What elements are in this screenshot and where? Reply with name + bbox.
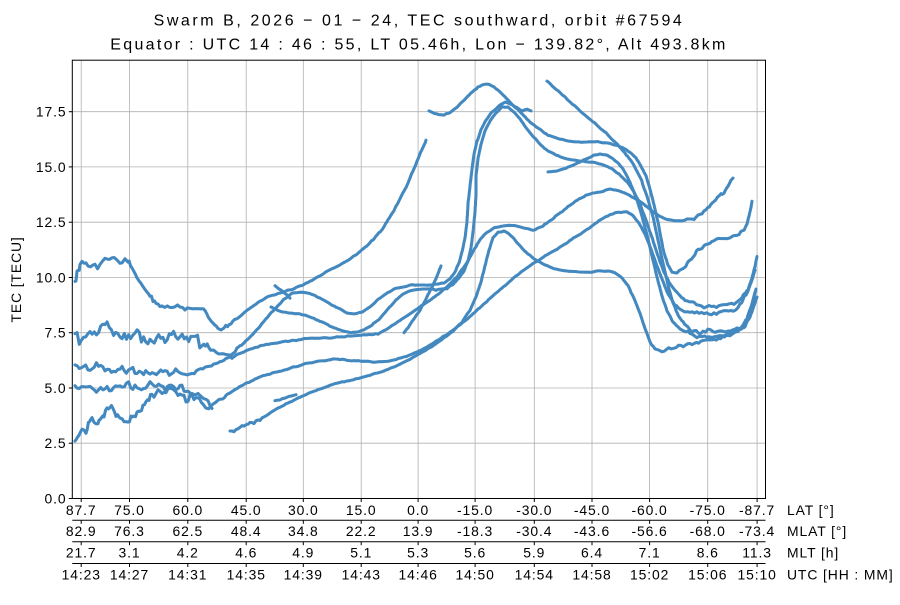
svg-text:13.9: 13.9	[403, 523, 434, 539]
svg-text:5.6: 5.6	[464, 545, 486, 561]
svg-text:15:10: 15:10	[737, 566, 776, 582]
svg-text:-45.0: -45.0	[574, 502, 610, 518]
svg-text:15.0: 15.0	[346, 502, 377, 518]
svg-text:-87.7: -87.7	[739, 502, 775, 518]
svg-text:-30.4: -30.4	[516, 523, 552, 539]
svg-text:15.0: 15.0	[36, 159, 67, 175]
svg-text:-60.0: -60.0	[632, 502, 668, 518]
svg-text:17.5: 17.5	[36, 104, 67, 120]
svg-text:75.0: 75.0	[114, 502, 145, 518]
svg-text:62.5: 62.5	[172, 523, 203, 539]
svg-text:14:43: 14:43	[342, 566, 381, 582]
svg-text:-73.4: -73.4	[739, 523, 775, 539]
svg-text:-18.3: -18.3	[457, 523, 493, 539]
svg-text:Swarm B, 2026 − 01 − 24, TEC: Swarm B, 2026 − 01 − 24, TEC southward, …	[154, 13, 685, 30]
svg-text:-68.0: -68.0	[690, 523, 726, 539]
svg-text:10.0: 10.0	[36, 269, 67, 285]
svg-text:UTC [HH : MM]: UTC [HH : MM]	[787, 566, 894, 582]
svg-text:5.9: 5.9	[523, 545, 545, 561]
svg-text:LAT [°]: LAT [°]	[787, 502, 835, 518]
svg-text:0.0: 0.0	[407, 502, 429, 518]
svg-text:4.9: 4.9	[292, 545, 314, 561]
svg-text:8.6: 8.6	[697, 545, 719, 561]
svg-text:15:06: 15:06	[688, 566, 727, 582]
svg-text:Equator : UTC 14 : 46 : 55,: Equator : UTC 14 : 46 : 55, LT 05.46h, L…	[110, 37, 727, 54]
svg-text:7.1: 7.1	[639, 545, 661, 561]
svg-text:82.9: 82.9	[66, 523, 97, 539]
svg-text:0.0: 0.0	[44, 490, 66, 506]
svg-text:11.3: 11.3	[742, 545, 772, 561]
svg-text:12.5: 12.5	[36, 214, 67, 230]
svg-text:22.2: 22.2	[346, 523, 377, 539]
svg-text:14:35: 14:35	[227, 566, 266, 582]
svg-text:-75.0: -75.0	[690, 502, 726, 518]
svg-text:14:23: 14:23	[62, 566, 101, 582]
svg-text:-56.6: -56.6	[632, 523, 668, 539]
svg-text:87.7: 87.7	[66, 502, 97, 518]
svg-text:6.4: 6.4	[581, 545, 603, 561]
svg-text:60.0: 60.0	[172, 502, 203, 518]
svg-text:14:58: 14:58	[572, 566, 611, 582]
svg-text:7.5: 7.5	[44, 325, 66, 341]
svg-text:2.5: 2.5	[44, 435, 66, 451]
svg-text:5.1: 5.1	[350, 545, 372, 561]
svg-text:-30.0: -30.0	[516, 502, 552, 518]
svg-text:14:39: 14:39	[284, 566, 323, 582]
svg-text:4.2: 4.2	[177, 545, 199, 561]
svg-text:4.6: 4.6	[235, 545, 257, 561]
svg-text:14:27: 14:27	[110, 566, 149, 582]
svg-text:21.7: 21.7	[66, 545, 97, 561]
svg-text:14:46: 14:46	[398, 566, 437, 582]
svg-text:14:50: 14:50	[455, 566, 494, 582]
svg-text:76.3: 76.3	[114, 523, 145, 539]
svg-text:MLT [h]: MLT [h]	[787, 545, 839, 561]
svg-text:14:31: 14:31	[168, 566, 207, 582]
svg-text:-43.6: -43.6	[574, 523, 610, 539]
svg-text:5.3: 5.3	[407, 545, 429, 561]
svg-text:15:02: 15:02	[630, 566, 669, 582]
svg-text:MLAT [°]: MLAT [°]	[787, 523, 847, 539]
svg-text:34.8: 34.8	[288, 523, 319, 539]
svg-text:-15.0: -15.0	[457, 502, 493, 518]
svg-text:3.1: 3.1	[118, 545, 140, 561]
svg-text:48.4: 48.4	[231, 523, 262, 539]
svg-text:5.0: 5.0	[44, 380, 66, 396]
svg-text:TEC [TECU]: TEC [TECU]	[8, 236, 24, 322]
svg-text:30.0: 30.0	[288, 502, 319, 518]
svg-text:45.0: 45.0	[231, 502, 262, 518]
svg-text:14:54: 14:54	[515, 566, 554, 582]
